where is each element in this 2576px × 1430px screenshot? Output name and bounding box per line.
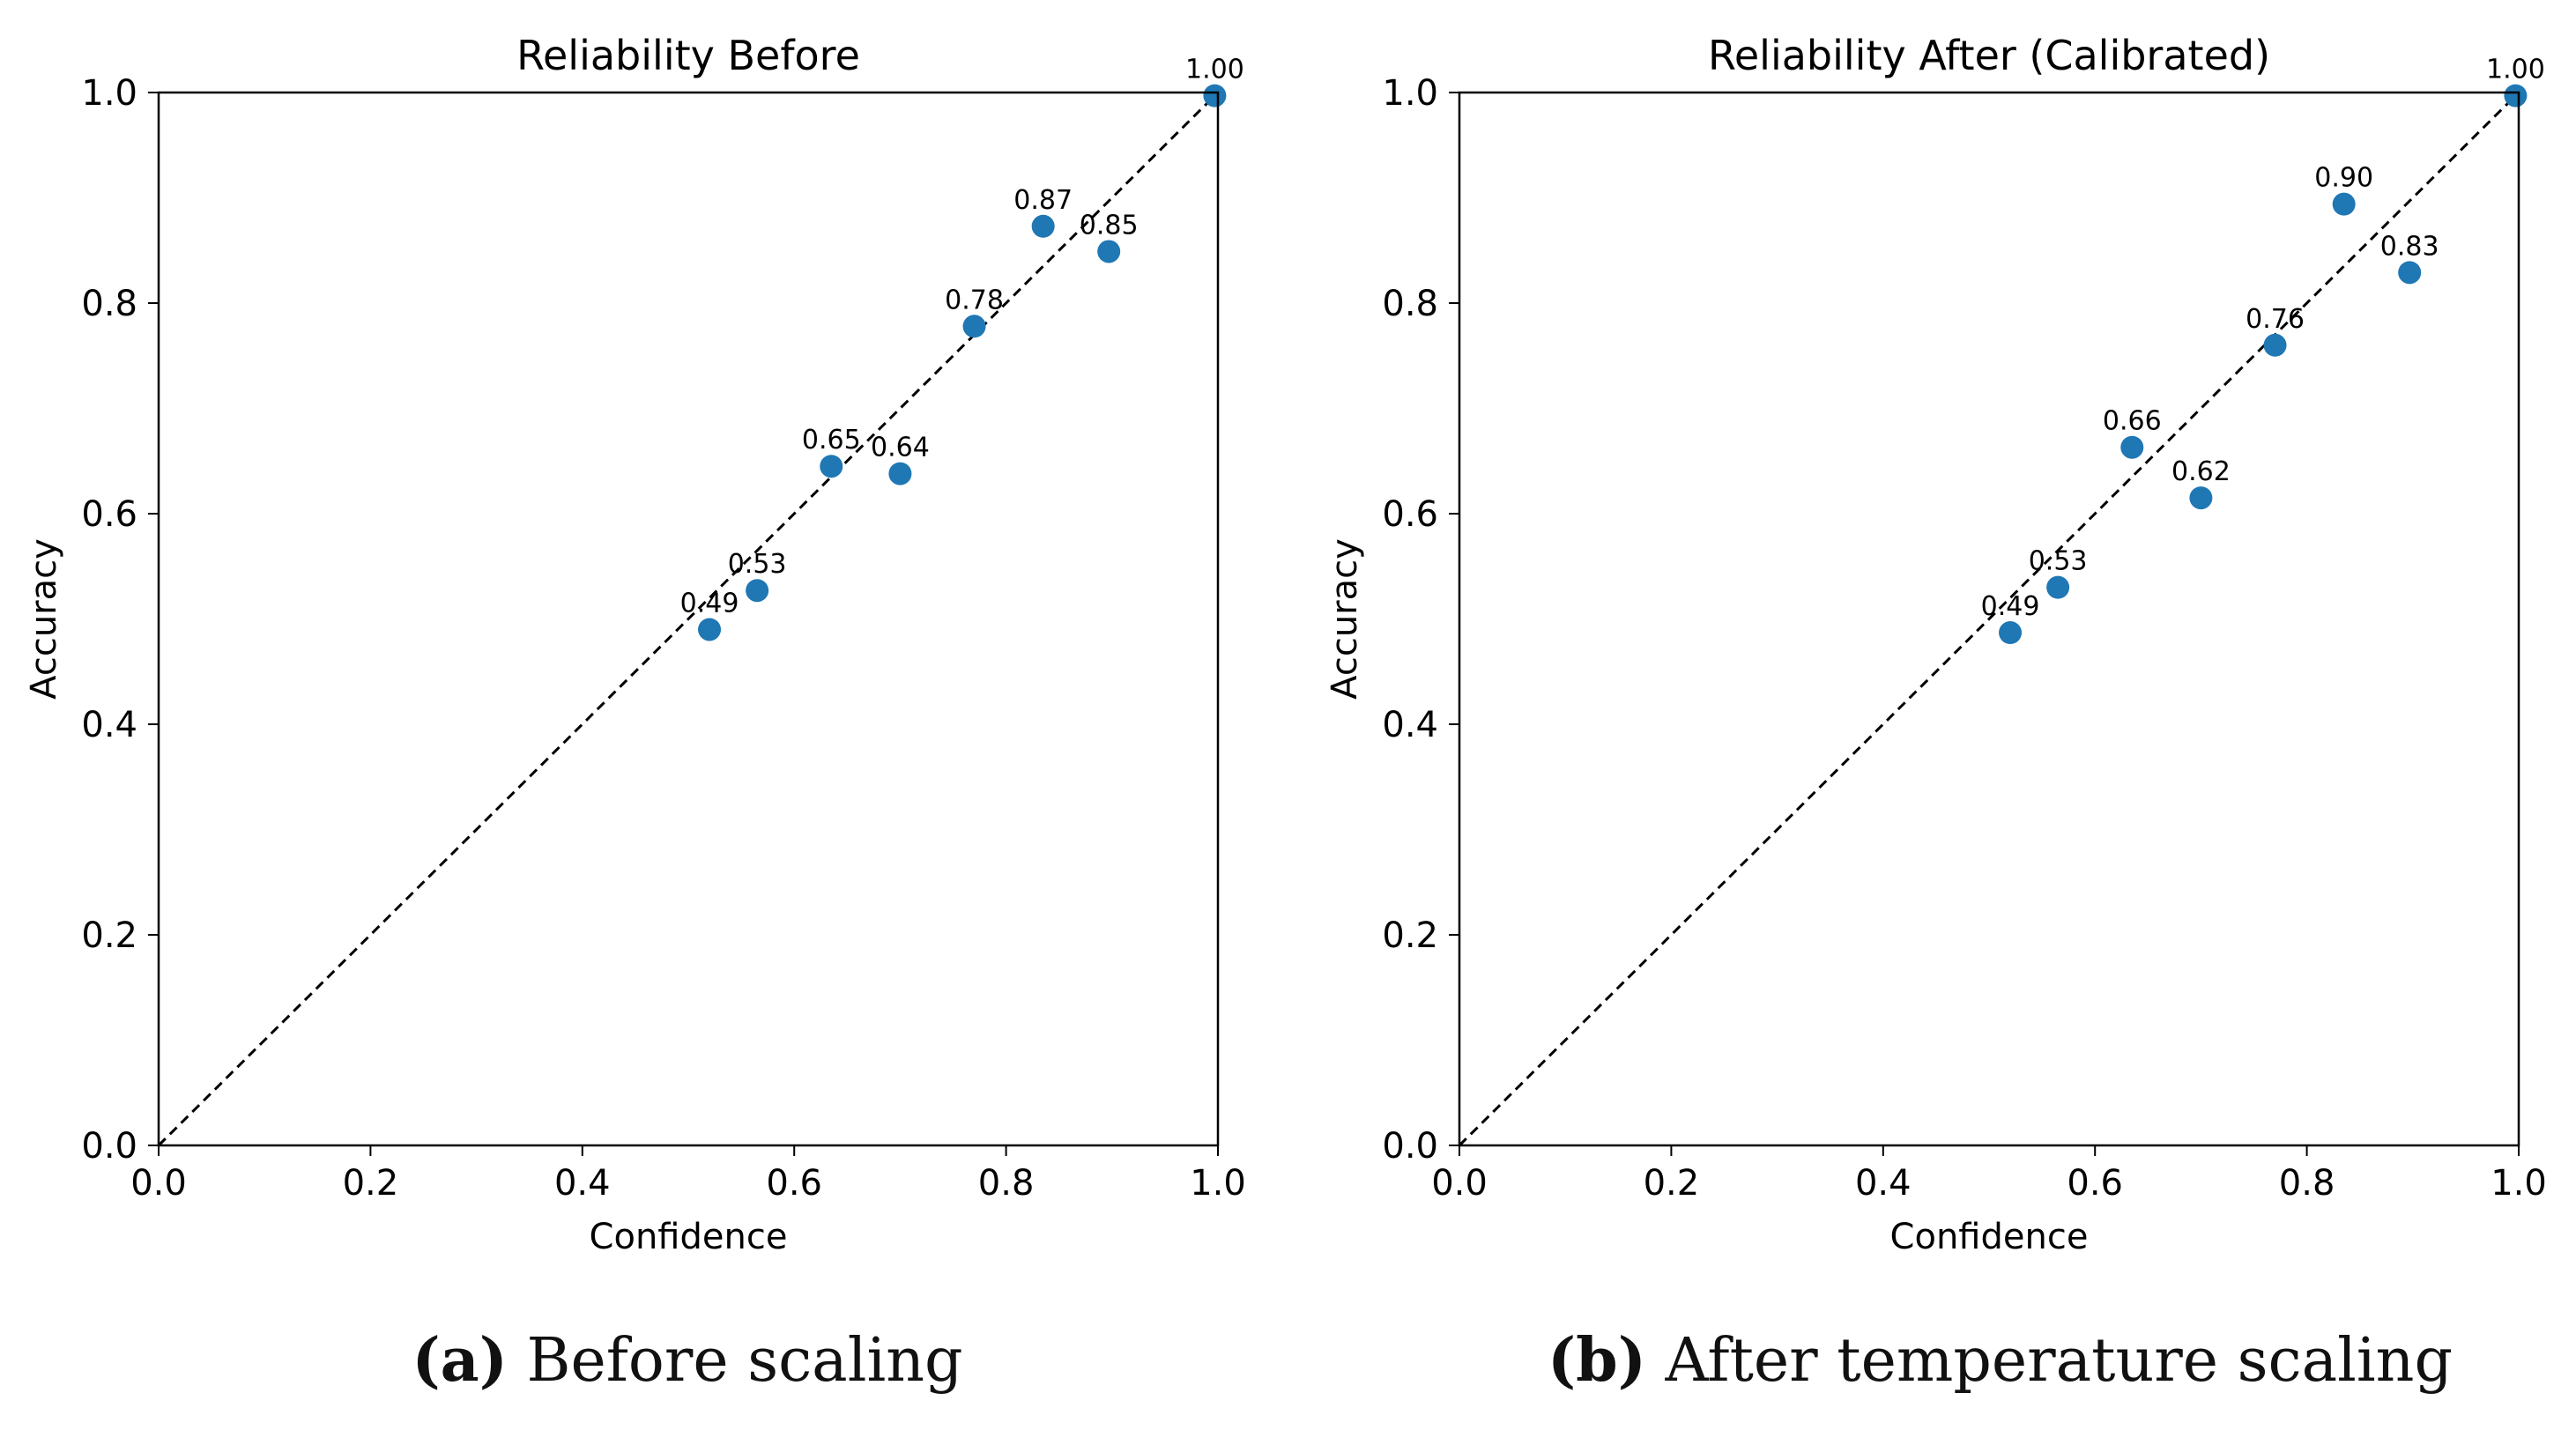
before-x-tick-label: 1.0 [1190,1163,1246,1204]
before-y-axis-label: Accuracy [24,538,64,700]
before-data-label: 0.87 [1013,185,1073,216]
before-diagonal-reference-line [157,91,1220,1147]
after-data-point [2046,575,2070,599]
after-y-tick-label: 0.6 [1382,494,1438,535]
after-data-label: 0.76 [2246,304,2305,335]
before-data-label: 0.49 [680,588,739,619]
after-y-tick-label: 0.0 [1382,1126,1438,1167]
before-x-tick-label: 0.4 [554,1163,611,1204]
before-data-label: 0.85 [1080,210,1139,241]
after-data-label: 0.53 [2029,546,2088,577]
before-data-point [888,462,912,485]
after-data-label: 0.90 [2314,163,2373,194]
chart-panel-after: Reliability After (Calibrated) 0.0 0.2 0.4 0… [1325,32,2547,1257]
before-data-point [698,618,722,641]
after-x-tick-label: 0.8 [2279,1163,2335,1204]
after-x-tick-label: 0.2 [1644,1163,1700,1204]
after-y-tick-label: 0.4 [1382,705,1438,745]
caption-before-scaling: (a) Before scaling [247,1330,1128,1391]
after-y-tick-label: 0.8 [1382,284,1438,324]
before-data-label: 0.78 [945,285,1004,315]
after-x-tick-label: 1.0 [2491,1163,2547,1204]
before-y-tick-label: 0.0 [81,1126,137,1167]
caption-label-a: (a) [412,1325,508,1396]
after-x-axis-label: Confidence [1890,1217,2089,1257]
after-data-point [2504,84,2528,107]
before-data-point [1203,84,1227,107]
before-x-tick-label: 0.6 [766,1163,822,1204]
after-chart-title: Reliability After (Calibrated) [1708,32,2270,79]
after-diagonal-reference-line [1458,91,2520,1147]
before-data-point [962,315,986,338]
before-x-axis-label: Confidence [590,1217,788,1257]
after-y-tick-label: 0.2 [1382,915,1438,956]
before-axes-frame [157,91,1220,1147]
before-y-tick-label: 1.0 [81,73,137,114]
before-y-tick-label: 0.8 [81,284,137,324]
after-y-tick-label: 1.0 [1382,73,1438,114]
caption-text-a: Before scaling [507,1326,963,1396]
after-data-point [2120,435,2144,459]
after-data-label: 0.66 [2103,406,2162,437]
before-y-tick-label: 0.2 [81,915,137,956]
before-y-tick-label: 0.6 [81,494,137,535]
before-data-label: 0.53 [728,549,787,580]
after-x-tick-label: 0.0 [1431,1163,1488,1204]
after-data-point [2332,192,2356,216]
after-y-axis-label: Accuracy [1325,538,1365,700]
after-x-tick-label: 0.4 [1855,1163,1912,1204]
before-x-tick-label: 0.2 [343,1163,399,1204]
before-data-point [746,579,769,603]
chart-panel-before: Reliability Before 0.0 0.2 0.4 0.6 0.8 1.0 0.0 0… [24,32,1246,1257]
after-data-point [2189,486,2213,510]
after-axes-frame [1458,91,2520,1147]
caption-after-temperature-scaling: (b) After temperature scaling [1548,1330,2453,1391]
before-data-label: 0.64 [871,433,930,463]
after-data-label: 0.49 [1981,591,2040,622]
before-data-point [1031,214,1055,238]
after-x-tick-label: 0.6 [2067,1163,2123,1204]
after-data-label: 1.00 [2486,55,2545,85]
after-data-point [1999,621,2023,645]
before-data-point [1097,240,1121,263]
before-x-tick-label: 0.8 [978,1163,1035,1204]
before-x-tick-label: 0.0 [130,1163,187,1204]
after-data-point [2263,333,2287,357]
before-data-point [820,455,843,478]
before-data-label: 0.65 [802,425,861,456]
after-data-point [2398,261,2422,285]
after-data-label: 0.83 [2380,231,2439,262]
before-data-label: 1.00 [1185,55,1244,85]
after-data-label: 0.62 [2171,456,2231,487]
before-y-tick-label: 0.4 [81,705,137,745]
caption-label-b: (b) [1548,1325,1646,1396]
before-chart-title: Reliability Before [516,32,860,79]
caption-text-b: After temperature scaling [1645,1326,2453,1396]
